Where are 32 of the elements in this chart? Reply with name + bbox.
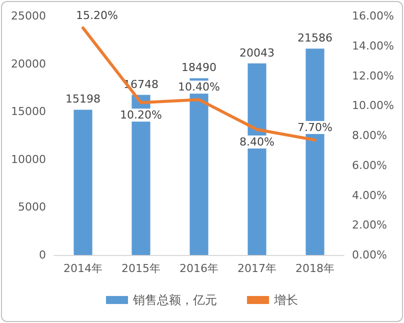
y2-tick-label: 14.00%	[352, 39, 394, 52]
y-tick-label: 20000	[11, 57, 46, 70]
x-tick-label: 2018年	[296, 262, 334, 275]
data-label: 10.40%	[178, 80, 220, 94]
data-label: 20043	[240, 46, 274, 60]
data-label: 7.70%	[298, 120, 332, 134]
y2-tick-label: 6.00%	[352, 158, 387, 172]
data-label: 10.20%	[120, 108, 162, 122]
data-label: 21586	[298, 32, 332, 45]
y2-tick-label: 0.00%	[352, 248, 387, 262]
legend-label: 销售总额，亿元	[132, 293, 217, 307]
bar	[74, 110, 92, 255]
x-tick-label: 2016年	[180, 262, 218, 275]
data-label: 18490	[182, 61, 216, 74]
y-tick-label: 10000	[11, 152, 46, 166]
y2-tick-label: 12.00%	[352, 69, 394, 82]
x-tick-label: 2014年	[64, 262, 102, 275]
data-label: 15.20%	[76, 8, 118, 22]
y2-tick-label: 16.00%	[352, 10, 394, 22]
y2-tick-label: 10.00%	[352, 99, 394, 112]
y-tick-label: 5000	[18, 200, 46, 214]
y2-tick-label: 2.00%	[352, 218, 387, 232]
data-label: 8.40%	[240, 136, 274, 149]
x-tick-label: 2017年	[238, 262, 276, 275]
data-label: 15198	[66, 92, 100, 106]
y-tick-label: 0	[39, 248, 46, 262]
legend-label: 增长	[273, 293, 298, 307]
y-tick-label: 15000	[11, 105, 46, 118]
y2-tick-label: 8.00%	[352, 129, 387, 142]
x-tick-label: 2015年	[122, 262, 160, 275]
y-tick-label: 25000	[11, 10, 46, 22]
y2-tick-label: 4.00%	[352, 188, 387, 202]
